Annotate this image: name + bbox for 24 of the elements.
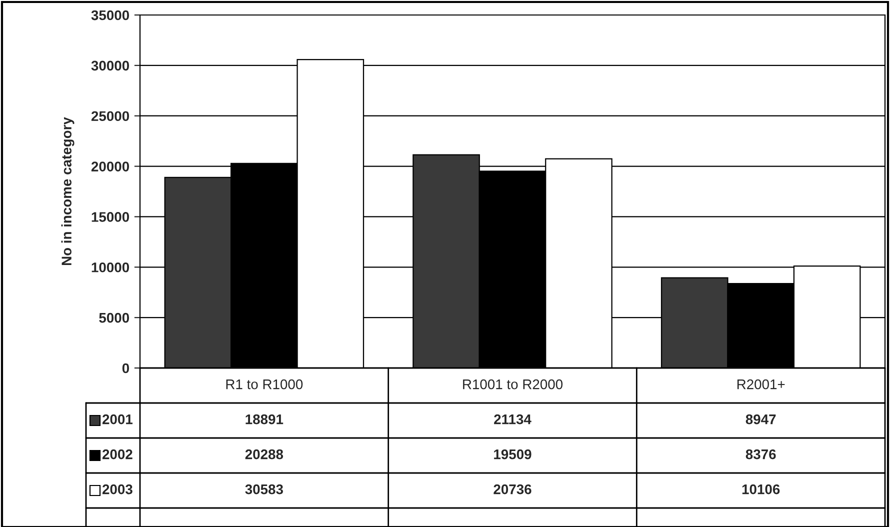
y-tick-label: 25000 [91,111,130,122]
data-label: 21134 [494,414,532,424]
y-axis-title: No in income category [61,117,74,266]
legend-label: 2003 [102,484,132,494]
legend-label: 2002 [102,449,132,460]
data-label: 19509 [494,449,532,460]
x-tick-label: R1001 to R2000 [463,379,563,390]
y-tick-label: 10000 [92,262,130,272]
y-tick-label: 35000 [91,10,130,20]
x-tick-label: R2001+ [737,379,785,390]
y-tick-label: 15000 [92,212,130,222]
data-label: 10106 [742,484,780,494]
x-tick-label: R1 to R1000 [226,379,303,390]
data-label: 8947 [746,414,776,424]
y-tick-label: 20000 [91,162,130,172]
data-label: 30583 [245,484,283,494]
y-tick-label: 5000 [99,312,130,323]
y-tick-label: 30000 [91,60,130,71]
data-label: 20736 [494,484,532,494]
y-tick-label: 0 [122,363,130,374]
data-label: 20288 [245,449,284,460]
legend-label: 2001 [102,414,133,424]
data-label: 18891 [246,414,284,424]
data-label: 8376 [746,449,776,460]
